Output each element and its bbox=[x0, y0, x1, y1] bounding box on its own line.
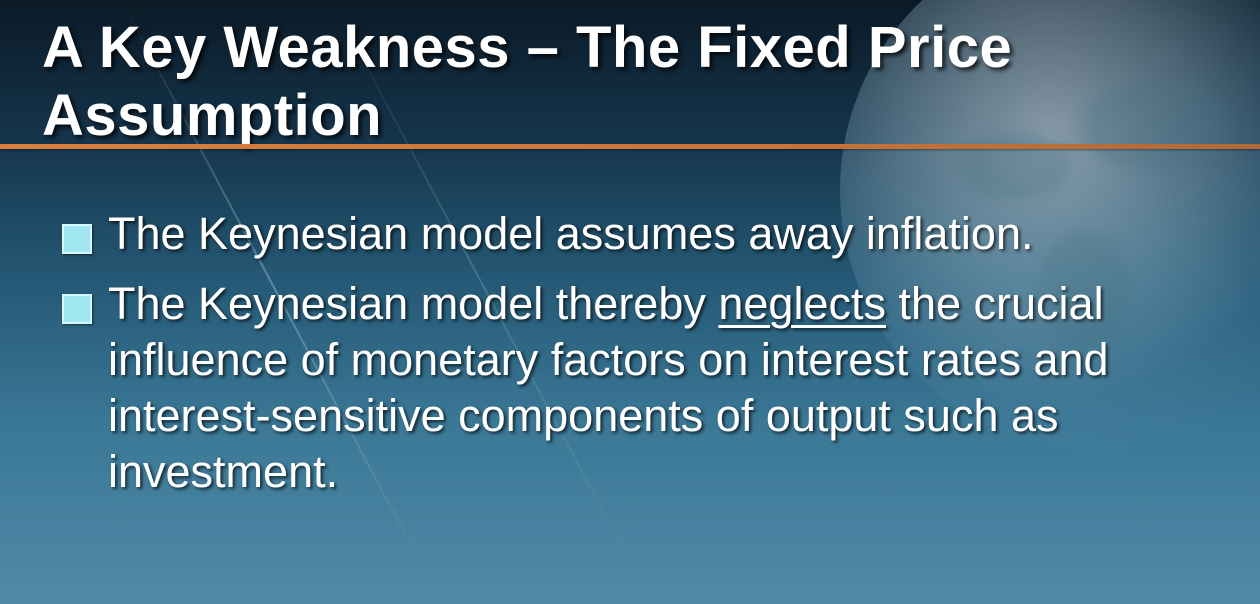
slide-title: A Key Weakness – The Fixed Price Assumpt… bbox=[42, 15, 1013, 148]
square-bullet-icon bbox=[62, 294, 92, 324]
title-divider-rule bbox=[0, 144, 1260, 149]
square-bullet-icon bbox=[62, 224, 92, 254]
bullet-list: The Keynesian model assumes away inflati… bbox=[62, 206, 1252, 514]
bullet-text-lead: The Keynesian model thereby bbox=[108, 278, 719, 329]
bullet-item: The Keynesian model thereby neglects the… bbox=[62, 276, 1252, 500]
globe-landmass-shape bbox=[1040, 230, 1130, 350]
globe-landmass-shape bbox=[1080, 80, 1230, 170]
bullet-item: The Keynesian model assumes away inflati… bbox=[62, 206, 1252, 262]
underlined-emphasis: neglects bbox=[718, 278, 886, 329]
globe-landmass-shape bbox=[960, 130, 1070, 200]
bullet-text-rest: the crucial influence of monetary factor… bbox=[108, 278, 1109, 497]
bullet-text: The Keynesian model thereby neglects the… bbox=[108, 276, 1252, 500]
bullet-text: The Keynesian model assumes away inflati… bbox=[108, 208, 1034, 259]
